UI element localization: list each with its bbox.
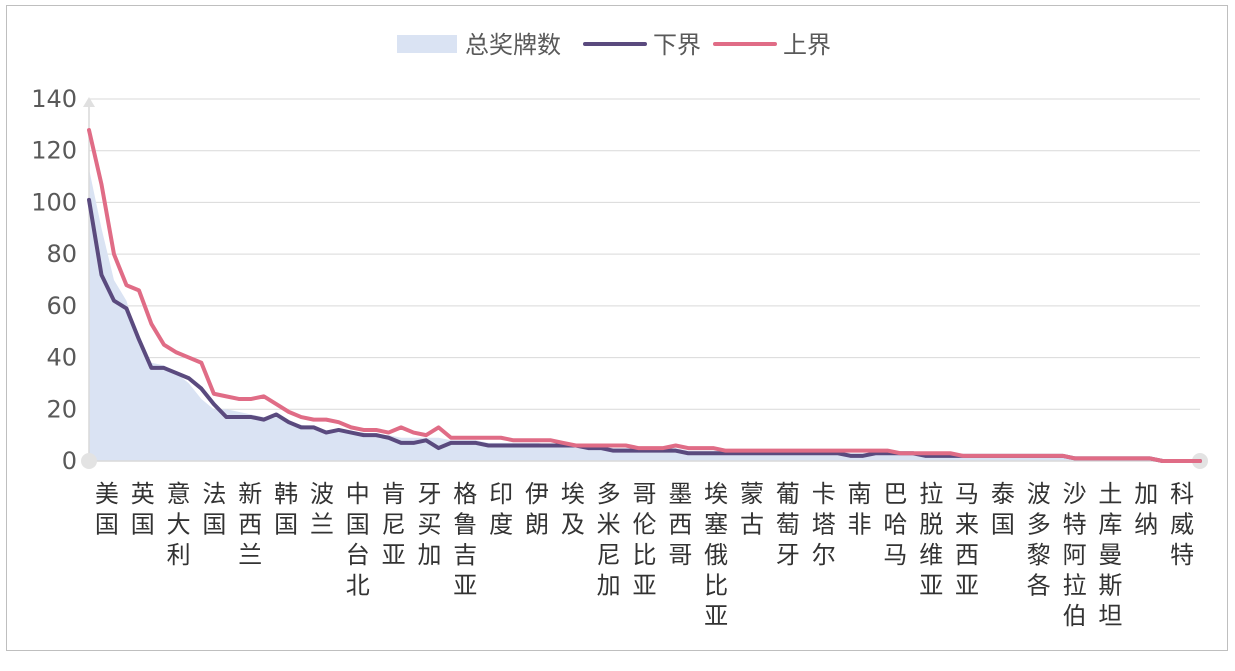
chart-frame: 0 20 40 60 80 100 120 140 美国 英国 意大利 法国 新西兰 韩国 波兰 中国台北肯… [6, 5, 1228, 651]
legend-label-total-medals: 总奖牌数 [465, 31, 561, 59]
axis-origin-marker [81, 453, 97, 469]
legend-label-upper-bound: 上界 [783, 31, 831, 59]
legend-swatch-total-medals [397, 35, 457, 53]
y-tick-label: 40 [46, 344, 77, 372]
gridlines [89, 98, 1200, 410]
x-tick-label: 马来西亚 [955, 480, 979, 600]
line-layer [87, 128, 1202, 463]
x-tick-label: 卡塔尔 [812, 480, 836, 569]
x-tick-label: 肯尼亚 [382, 480, 406, 569]
x-tick-label: 意大利 [167, 480, 191, 569]
x-tick-label: 美国 [95, 480, 119, 539]
y-axis-arrow [83, 97, 95, 107]
x-tick-label: 埃及 [561, 480, 585, 539]
x-tick-label: 韩国 [274, 480, 298, 539]
x-tick-label: 蒙古 [740, 480, 764, 539]
x-tick-label: 土库曼斯坦 [1098, 480, 1122, 630]
x-tick-label: 中国台北 [346, 480, 370, 600]
y-tick-label: 20 [46, 395, 77, 423]
axes [81, 97, 1208, 469]
x-tick-label: 波多黎各 [1027, 480, 1051, 600]
x-tick-label: 多米尼加 [597, 480, 621, 600]
x-tick-label: 法国 [202, 480, 226, 539]
x-tick-label: 沙特阿拉伯 [1063, 480, 1087, 630]
x-tick-label: 加纳 [1134, 480, 1158, 539]
chart-svg: 0 20 40 60 80 100 120 140 美国英国意大利法国新西兰韩国波兰中国台北肯… [31, 31, 1208, 630]
x-tick-label: 拉脱维亚 [919, 480, 943, 600]
x-tick-label: 巴哈马 [883, 480, 907, 569]
y-tick-label: 140 [31, 85, 77, 113]
x-tick-label: 科威特 [1170, 480, 1194, 569]
x-tick-label: 泰国 [991, 480, 1015, 539]
category-labels: 美国英国意大利法国新西兰韩国波兰中国台北肯尼亚牙买加格鲁吉亚印度伊朗埃及多米尼加… [95, 480, 1194, 630]
x-tick-label: 埃塞俄比亚 [704, 480, 728, 630]
legend-label-lower-bound: 下界 [653, 31, 701, 59]
y-tick-label: 100 [31, 188, 77, 216]
legend-item-lower-bound: 下界 [583, 31, 701, 59]
x-tick-label: 葡萄牙 [776, 480, 800, 569]
x-tick-label: 伊朗 [525, 480, 549, 539]
y-tick-label: 60 [46, 292, 77, 320]
y-tick-label: 0 [62, 447, 77, 475]
x-tick-label: 格鲁吉亚 [453, 480, 477, 600]
legend-item-total-medals: 总奖牌数 [397, 31, 561, 59]
x-tick-label: 哥伦比亚 [633, 480, 657, 600]
x-tick-label: 牙买加 [417, 480, 441, 569]
x-tick-label: 墨西哥 [668, 480, 692, 569]
series-area-total-medals [89, 168, 1200, 461]
x-tick-label: 波兰 [310, 480, 334, 539]
series-line-upper-bound [87, 128, 1202, 463]
x-tick-label: 英国 [131, 480, 155, 539]
y-tick-labels: 0 20 40 60 80 100 120 140 [31, 85, 77, 475]
x-tick-label: 新西兰 [238, 480, 262, 569]
legend-item-upper-bound: 上界 [713, 31, 831, 59]
x-tick-label: 印度 [489, 480, 513, 539]
legend: 总奖牌数 下界 上界 [397, 31, 831, 59]
x-tick-label: 南非 [848, 480, 872, 539]
area-layer [89, 168, 1200, 461]
y-tick-label: 80 [46, 240, 77, 268]
y-tick-label: 120 [31, 137, 77, 165]
